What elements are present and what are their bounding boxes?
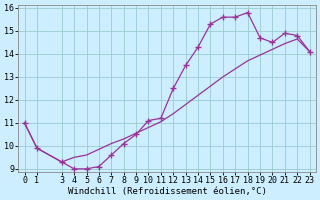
X-axis label: Windchill (Refroidissement éolien,°C): Windchill (Refroidissement éolien,°C): [68, 187, 267, 196]
